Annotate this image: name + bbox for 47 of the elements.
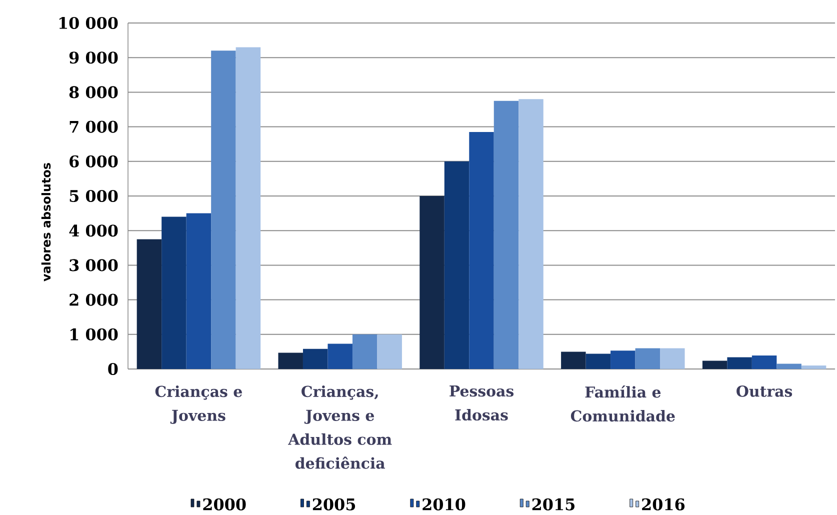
y-tick-label: 4 000	[69, 224, 118, 237]
y-tick-label: 7 000	[70, 120, 118, 133]
y-tick-label: 9 000	[69, 52, 118, 64]
y-tick-label: 1 000	[70, 328, 118, 340]
y-tick-label: 0	[108, 362, 118, 376]
y-tick-label: 8 000	[69, 86, 118, 98]
bar	[727, 357, 752, 369]
bar	[377, 334, 402, 369]
bar	[518, 99, 544, 369]
bar	[302, 348, 328, 369]
bar	[136, 239, 162, 369]
legend-label: 2010	[422, 498, 466, 510]
y-tick-label: 5 000	[70, 190, 118, 202]
bar	[328, 344, 352, 369]
legend-label: 2016	[642, 498, 685, 510]
bar	[444, 161, 470, 369]
bar	[236, 47, 261, 369]
bar	[352, 334, 378, 369]
legend-label: 2005	[312, 498, 356, 510]
x-tick-label: Outras	[736, 386, 792, 397]
bar	[660, 348, 685, 369]
y-tick-label: 3 000	[70, 259, 118, 272]
x-tick-label: Família e Comunidade	[570, 386, 675, 422]
bar	[752, 356, 777, 369]
bar	[420, 196, 444, 369]
bar	[469, 132, 494, 369]
x-tick-label: Crianças e Jovens	[155, 386, 242, 424]
y-tick-label: 10 000	[59, 16, 118, 30]
legend-label: 2000	[203, 498, 246, 510]
bar	[702, 360, 728, 369]
bar	[561, 352, 586, 369]
bar	[586, 354, 611, 369]
y-tick-label: 2 000	[70, 294, 118, 306]
y-axis-title: valores absolutos	[41, 163, 51, 282]
bar	[801, 366, 826, 369]
bar	[162, 216, 186, 369]
y-tick-label: 6 000	[70, 155, 118, 168]
x-tick-label: Crianças, Jovens e Adultos com deficiência	[288, 386, 392, 469]
legend-label: 2015	[532, 498, 574, 510]
bar	[776, 364, 802, 369]
bar	[278, 352, 303, 369]
bar	[635, 348, 660, 369]
bar	[610, 350, 636, 369]
bar	[494, 100, 519, 369]
x-tick-label: Pessoas Idosas	[450, 386, 514, 421]
bar	[186, 213, 212, 369]
bar	[211, 50, 236, 369]
